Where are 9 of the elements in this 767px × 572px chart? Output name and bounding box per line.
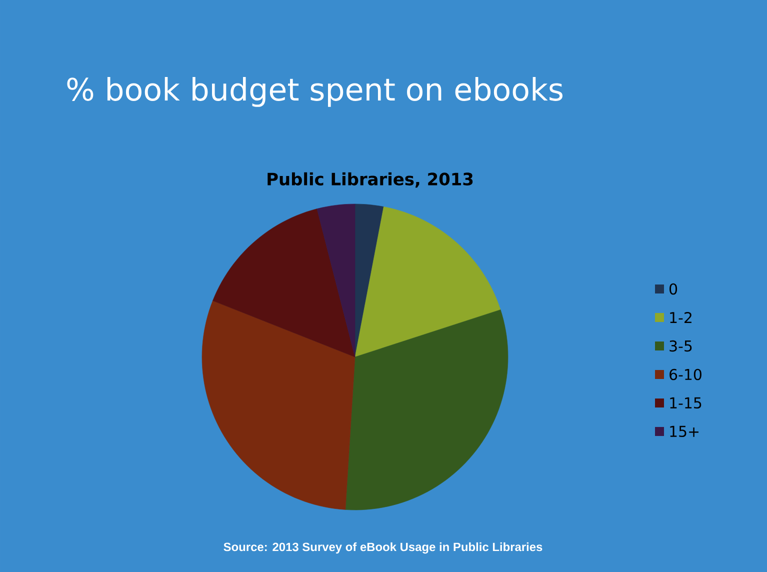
legend-label: 6-10 [670,368,702,380]
legend-label: 3-5 [670,340,692,352]
legend-label: 1-15 [670,397,702,409]
source-note: Source: 2013 Survey of eBook Usage in Public Libraries [224,542,542,554]
chart-subtitle: Public Libraries, 2013 [268,172,473,188]
legend-label: 0 [670,283,678,295]
chart-title: % book budget spent on ebooks [67,77,562,107]
legend-label: 1-2 [670,312,692,324]
legend-label: 15+ [670,426,698,438]
